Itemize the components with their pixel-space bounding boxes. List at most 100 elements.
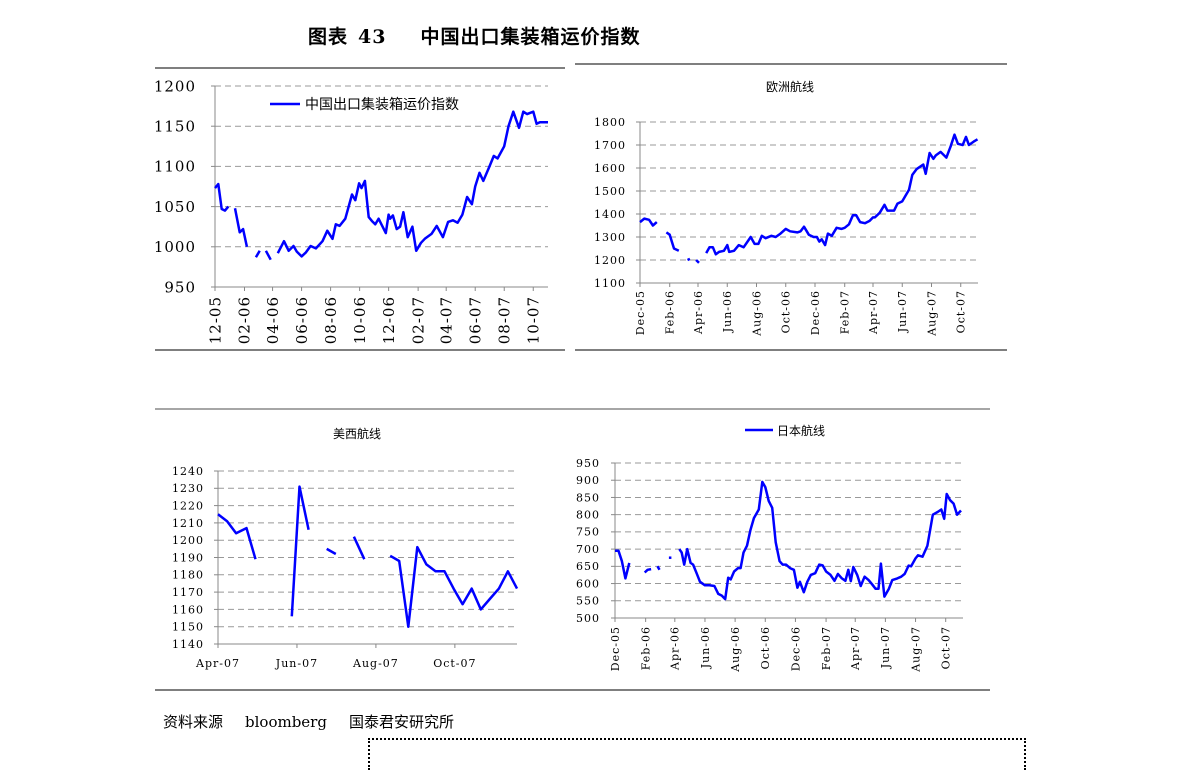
x-tick-label: Aug-07	[909, 626, 922, 673]
x-tick-label: Apr-06	[692, 290, 705, 335]
chart-title-us-west: 美西航线	[333, 426, 381, 441]
chart-3: 500 550 600 650 700 750 800 850 900 950 Dec-05 Feb-…	[576, 457, 963, 673]
series-line	[217, 513, 257, 560]
y-tick-label: 1170	[172, 586, 204, 599]
y-tick-label: 1200	[172, 534, 204, 547]
x-tick-label: Dec-05	[634, 290, 647, 335]
x-tick-label: Feb-07	[820, 626, 833, 670]
x-tick-label: 04-06	[264, 296, 282, 344]
series-line	[264, 250, 272, 261]
y-tick-label: 1230	[172, 482, 204, 495]
x-tick-label: Dec-06	[809, 290, 822, 335]
x-tick-label: Feb-06	[639, 626, 652, 670]
y-tick-label: 700	[576, 543, 600, 556]
y-tick-label: 1200	[594, 254, 626, 267]
series-line	[665, 231, 680, 252]
source-note: 资料来源 bloomberg 国泰君安研究所	[163, 711, 476, 732]
y-tick-label: 600	[576, 577, 600, 590]
y-tick-label: 1050	[154, 198, 196, 216]
series-line	[615, 549, 631, 580]
source-provider: bloomberg	[245, 713, 327, 731]
y-tick-label: 1800	[594, 116, 626, 129]
source-institute: 国泰君安研究所	[348, 713, 454, 731]
x-tick-label: Feb-07	[839, 290, 852, 334]
series-line	[695, 259, 700, 264]
y-tick-label: 900	[576, 474, 600, 487]
x-tick-label: Oct-06	[780, 290, 793, 333]
series-line	[656, 565, 661, 571]
x-tick-label: Jun-07	[275, 657, 318, 670]
series-line	[254, 250, 261, 258]
x-tick-label: 06-06	[293, 296, 311, 344]
x-tick-label: 10-07	[525, 296, 543, 344]
legend-japan: 日本航线	[745, 423, 825, 438]
y-tick-label: 1210	[172, 517, 204, 530]
chart-0: 950 1000 1050 1100 1150 1200 12-05 02-06 04-06 06…	[154, 77, 548, 344]
series-line	[705, 133, 979, 256]
series-line	[678, 480, 962, 601]
x-tick-label: Jun-06	[721, 290, 734, 333]
series-line	[233, 207, 249, 248]
x-tick-label: Aug-06	[729, 626, 742, 673]
y-tick-label: 950	[164, 278, 196, 296]
x-tick-label: 10-06	[351, 296, 369, 344]
x-tick-label: Oct-07	[955, 290, 968, 333]
y-tick-label: 500	[576, 612, 600, 625]
y-tick-label: 1300	[594, 231, 626, 244]
charts-canvas: 欧洲航线 美西航线 中国出口集装箱运价指数 日本航线 950 1000 1050 11…	[154, 63, 1007, 691]
y-tick-label: 1100	[154, 158, 196, 176]
series-line	[352, 536, 366, 560]
x-tick-label: Jun-06	[699, 626, 712, 669]
x-tick-label: 02-06	[236, 296, 254, 344]
x-tick-label: Apr-07	[849, 626, 862, 671]
x-tick-label: 04-07	[437, 296, 455, 344]
figure-number: 43	[358, 26, 387, 48]
x-tick-label: Apr-07	[195, 657, 240, 670]
series-line	[643, 567, 652, 574]
chart-2: 1140 1150 1160 1170 1180 1190 1200 1210 1220 1230…	[172, 465, 519, 670]
y-tick-label: 950	[576, 457, 600, 470]
x-tick-label: Aug-07	[352, 657, 399, 670]
y-tick-label: 1700	[594, 139, 626, 152]
source-label: 资料来源	[163, 713, 224, 731]
x-tick-label: 02-07	[409, 296, 427, 344]
series-line	[276, 110, 548, 258]
note-box	[368, 738, 1026, 770]
figure-label: 图表	[308, 26, 349, 48]
x-tick-label: Aug-06	[750, 290, 763, 337]
y-tick-label: 550	[576, 595, 600, 608]
y-tick-label: 1150	[172, 621, 204, 634]
series-line	[326, 547, 337, 556]
x-tick-label: 12-06	[380, 296, 398, 344]
x-tick-label: 12-05	[206, 296, 224, 344]
y-tick-label: 1200	[154, 77, 196, 95]
y-tick-label: 1140	[172, 638, 204, 651]
x-tick-label: Oct-06	[759, 626, 772, 669]
y-tick-label: 1600	[594, 162, 626, 175]
series-line	[389, 545, 519, 628]
legend-label: 中国出口集装箱运价指数	[305, 96, 459, 113]
series-line	[290, 485, 310, 617]
y-tick-label: 1220	[172, 499, 204, 512]
x-tick-label: Feb-06	[664, 290, 677, 334]
x-tick-label: 08-06	[322, 296, 340, 344]
figure-title-text: 中国出口集装箱运价指数	[420, 26, 641, 48]
x-tick-label: Oct-07	[940, 626, 953, 669]
series-line	[686, 257, 691, 262]
x-tick-label: Oct-07	[433, 657, 476, 670]
figure-title: 图表 43 中国出口集装箱运价指数	[308, 22, 640, 49]
y-tick-label: 1400	[594, 208, 626, 221]
y-tick-label: 850	[576, 491, 600, 504]
y-tick-label: 750	[576, 526, 600, 539]
y-tick-label: 1160	[172, 603, 204, 616]
y-tick-label: 1240	[172, 465, 204, 478]
x-tick-label: 08-07	[495, 296, 513, 344]
y-tick-label: 1150	[154, 117, 196, 135]
legend-label: 日本航线	[777, 423, 825, 438]
y-tick-label: 1500	[594, 185, 626, 198]
x-tick-label: 06-07	[466, 296, 484, 344]
x-tick-label: Dec-06	[789, 626, 802, 671]
x-tick-label: Apr-06	[669, 626, 682, 671]
legend-china-index: 中国出口集装箱运价指数	[270, 96, 459, 113]
x-tick-label: Jun-07	[896, 290, 909, 333]
